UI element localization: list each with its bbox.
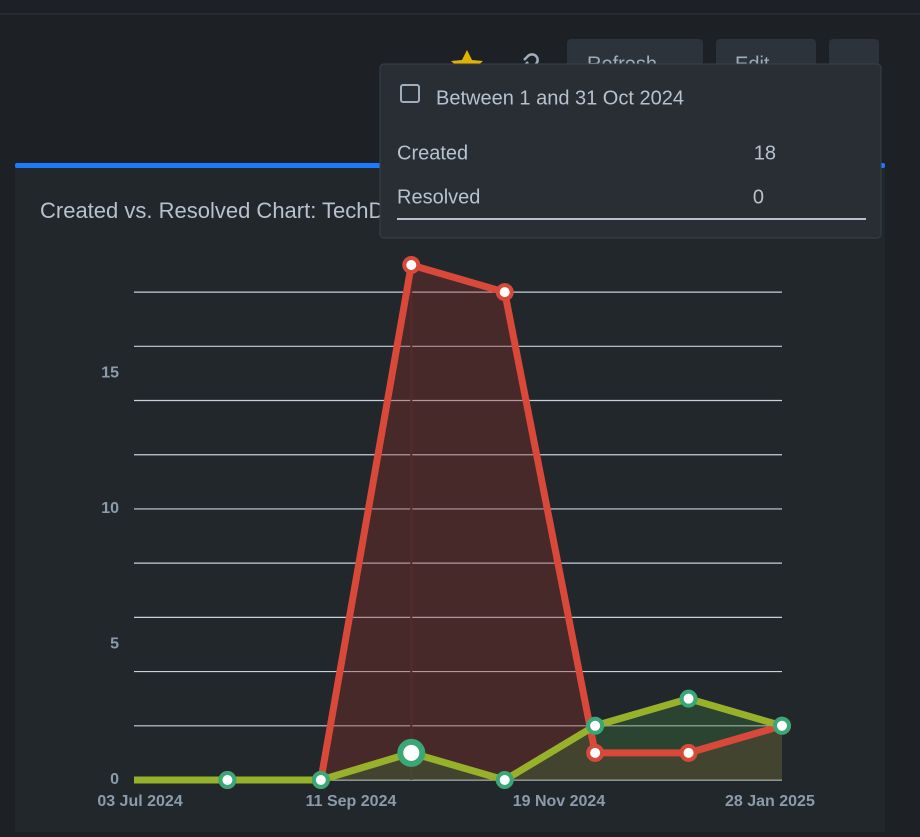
plot: 0 5 10 15 03 Jul 2024 11 Sep 2024 19 Nov 2024 2… — [97, 256, 815, 810]
tooltip-title: Between 1 and 31 Oct 2024 — [436, 87, 684, 109]
tooltip-value: 0 — [753, 186, 764, 208]
x-tick-label: 28 Jan 2025 — [725, 793, 815, 810]
y-tick-label: 10 — [101, 500, 119, 517]
point — [679, 689, 698, 708]
point — [397, 738, 426, 767]
tooltip-label: Created — [397, 142, 468, 164]
point — [402, 256, 421, 274]
y-tick-label: 15 — [101, 365, 119, 382]
y-tick-label: 0 — [110, 771, 119, 788]
tooltip-box — [379, 63, 882, 239]
tooltip-value: 18 — [754, 142, 776, 164]
y-tick-label: 5 — [110, 636, 119, 653]
x-tick-label: 11 Sep 2024 — [306, 793, 397, 810]
chart-panel — [15, 163, 885, 837]
point — [311, 771, 330, 789]
point — [495, 283, 514, 302]
point — [679, 743, 698, 762]
point — [586, 716, 605, 735]
x-tick-label: 03 Jul 2024 — [97, 793, 183, 810]
tooltip-label: Resolved — [397, 186, 480, 208]
point — [495, 771, 514, 789]
point — [218, 771, 237, 789]
series-line — [134, 695, 783, 784]
point — [773, 716, 791, 735]
x-tick-label: 19 Nov 2024 — [513, 793, 606, 810]
area — [134, 265, 782, 780]
calendar-icon — [400, 84, 420, 103]
tooltip: Between 1 and 31 Oct 2024 Created 18 Res… — [379, 63, 882, 239]
point — [586, 743, 605, 762]
